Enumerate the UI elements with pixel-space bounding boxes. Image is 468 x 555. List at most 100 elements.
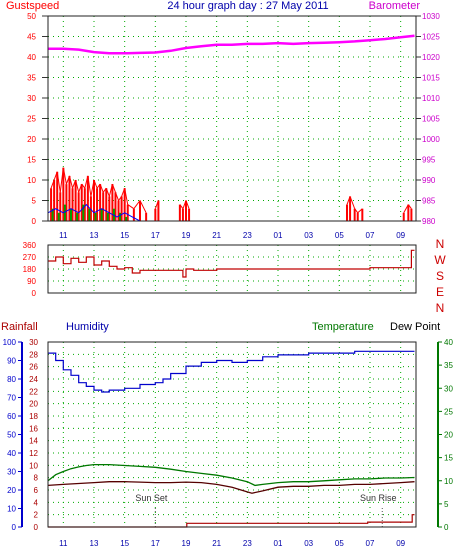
gust-link	[133, 200, 141, 209]
temperature-line	[47, 463, 415, 487]
gust-link	[154, 200, 159, 209]
gust-link	[50, 179, 55, 189]
sun-annotation: Sun Set	[135, 493, 168, 503]
x-axis-tick: 15	[120, 231, 129, 240]
gust-link	[93, 179, 98, 189]
compass-label: W	[434, 253, 446, 267]
gust-axis-tick: 30	[27, 94, 36, 103]
humidity-line	[48, 350, 415, 393]
gust-axis-tick: 20	[27, 135, 36, 144]
rainfall-label: Rainfall	[1, 321, 38, 333]
humidity-axis-tick: 60	[7, 412, 16, 421]
temperature-panel-frame	[47, 341, 417, 528]
temperature-axis-tick: 25	[444, 407, 453, 416]
x-axis-tick: 09	[396, 539, 405, 548]
gust-link	[81, 183, 86, 189]
x-axis-tick: 19	[182, 539, 191, 548]
gust-link	[354, 208, 359, 214]
compass-label: N	[436, 301, 445, 315]
rain-axis-tick: 26	[29, 363, 38, 372]
temperature-axis-tick: 15	[444, 454, 453, 463]
barometer-axis-tick: 985	[422, 197, 436, 206]
temperature-axis-tick: 20	[444, 431, 453, 440]
x-axis-tick: 09	[396, 231, 405, 240]
gust-axis-tick: 40	[27, 53, 36, 62]
barometer-axis-tick: 990	[422, 176, 436, 185]
humidity-axis-tick: 50	[7, 431, 16, 440]
gustspeed-label: Gustspeed	[6, 0, 59, 12]
gust-link	[102, 187, 107, 193]
humidity-axis-tick: 80	[7, 375, 16, 384]
sun-annotation: Sun Rise	[360, 493, 397, 503]
direction-axis-tick: 270	[23, 253, 37, 262]
wind-average-line	[47, 203, 141, 222]
humidity-axis-tick: 100	[3, 338, 17, 347]
chart-title: 24 hour graph day : 27 May 2011	[167, 0, 328, 12]
x-axis-tick: 07	[366, 539, 375, 548]
barometer-axis-tick: 1020	[422, 53, 440, 62]
barometer-label: Barometer	[369, 0, 421, 12]
x-axis-tick: 17	[151, 231, 160, 240]
humidity-axis-tick: 10	[7, 505, 16, 514]
gust-link	[121, 188, 126, 197]
humidity-axis-tick: 90	[7, 357, 16, 366]
gust-link	[118, 196, 123, 201]
gust-axis-tick: 15	[27, 156, 36, 165]
compass-label: E	[436, 285, 444, 299]
gust-link	[56, 171, 61, 193]
gust-link	[357, 208, 363, 214]
gust-link	[403, 204, 409, 214]
gust-link	[179, 204, 184, 209]
rain-axis-tick: 6	[34, 486, 39, 495]
x-axis-tick: 13	[90, 231, 99, 240]
gust-link	[68, 175, 74, 189]
x-axis-tick: 11	[59, 539, 68, 548]
gust-link	[59, 167, 64, 193]
gust-axis-tick: 10	[27, 176, 36, 185]
dewpoint-line	[47, 481, 415, 494]
temperature-axis-tick: 5	[444, 500, 449, 509]
barometer-axis-tick: 980	[422, 217, 436, 226]
rain-axis-tick: 2	[34, 511, 39, 520]
x-axis-tick: 05	[335, 231, 344, 240]
rain-axis-tick: 20	[29, 400, 38, 409]
gust-link	[72, 179, 77, 189]
gust-link	[53, 171, 58, 181]
temperature-axis-tick: 0	[444, 523, 449, 532]
gust-axis-tick: 0	[32, 217, 37, 226]
gust-link	[346, 196, 351, 205]
gust-link	[127, 204, 135, 210]
compass-label: S	[436, 269, 444, 283]
x-axis-tick: 21	[212, 539, 221, 548]
rain-axis-tick: 4	[34, 498, 39, 507]
dewpoint-label: Dew Point	[390, 321, 440, 333]
gust-axis-tick: 50	[27, 12, 36, 21]
rain-axis-tick: 14	[29, 437, 38, 446]
gust-link	[75, 179, 80, 193]
rain-axis-tick: 16	[29, 424, 38, 433]
rain-axis-tick: 12	[29, 449, 38, 458]
x-axis-tick: 23	[243, 231, 252, 240]
direction-axis-tick: 0	[32, 289, 37, 298]
rain-axis-tick: 22	[29, 387, 38, 396]
gust-link	[65, 175, 70, 185]
gust-link	[108, 183, 113, 197]
x-axis-tick: 23	[243, 539, 252, 548]
temperature-axis-tick: 30	[444, 384, 453, 393]
x-axis-tick: 01	[274, 539, 283, 548]
rain-axis-tick: 10	[29, 461, 38, 470]
direction-axis-tick: 360	[23, 241, 37, 250]
gust-link	[407, 204, 412, 209]
gust-link	[87, 175, 92, 197]
gust-link	[62, 167, 67, 185]
direction-axis-tick: 90	[27, 277, 36, 286]
humidity-axis-tick: 0	[12, 523, 17, 532]
x-axis-tick: 15	[120, 539, 129, 548]
gust-axis-tick: 5	[32, 197, 37, 206]
rain-axis-tick: 24	[29, 375, 38, 384]
x-axis-tick: 05	[335, 539, 344, 548]
rain-axis-tick: 28	[29, 350, 38, 359]
gust-link	[185, 200, 190, 209]
temperature-axis-tick: 35	[444, 361, 453, 370]
